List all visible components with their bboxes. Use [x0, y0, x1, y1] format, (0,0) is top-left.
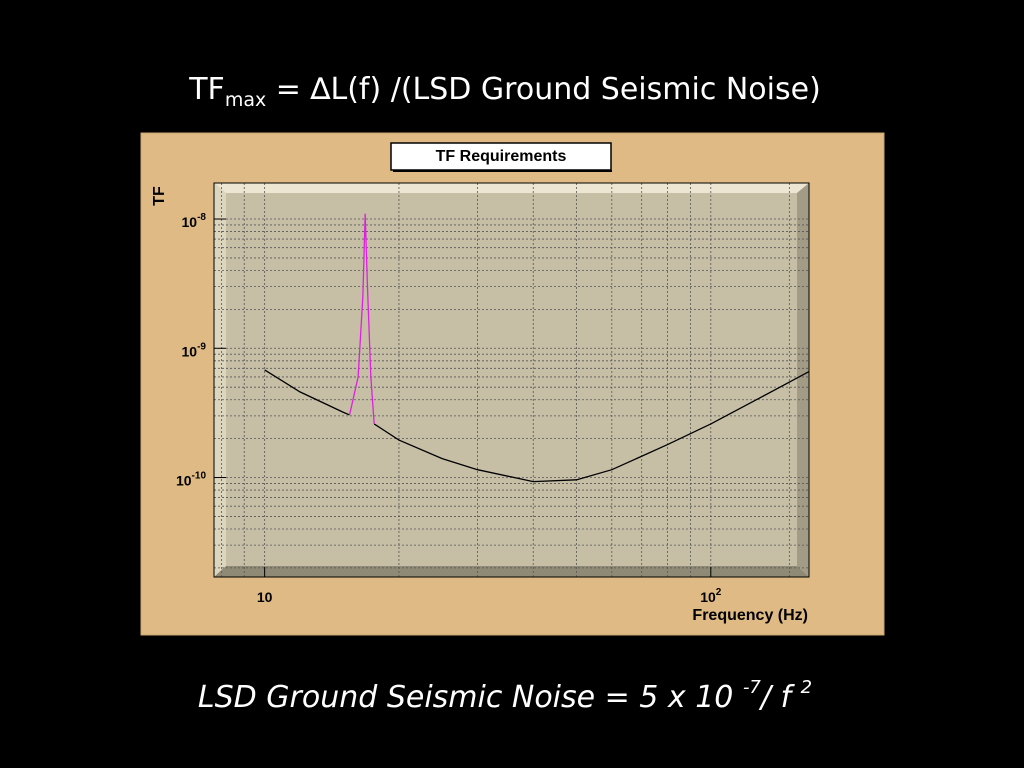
- chart-title: TF Requirements: [436, 148, 567, 165]
- heading: TFmax = ∆L(f) /(LSD Ground Seismic Noise…: [188, 72, 821, 111]
- tick-label-base: 10: [700, 589, 716, 605]
- bevel-left: [214, 183, 226, 577]
- tick-label: 10-8: [182, 212, 207, 230]
- tick-label: 10: [257, 589, 273, 605]
- footer-exponent: -7: [743, 677, 761, 698]
- heading-base: TF: [188, 72, 225, 107]
- bevel-right: [797, 183, 809, 577]
- x-axis-label: Frequency (Hz): [692, 607, 808, 624]
- plot-frame: [213, 182, 810, 578]
- tick-label-exponent: -8: [197, 212, 206, 223]
- footer-mid: / f: [758, 680, 801, 715]
- y-axis-label: TF: [151, 186, 168, 206]
- tick-label: 102: [700, 587, 722, 605]
- plot: [214, 183, 809, 577]
- footer-exponent: 2: [801, 677, 812, 698]
- series-line: [348, 213, 375, 424]
- tick-label: 10-10: [176, 470, 206, 488]
- footer-base: LSD Ground Seismic Noise = 5 x 10: [198, 680, 743, 715]
- heading-rest: = ∆L(f) /(LSD Ground Seismic Noise): [266, 72, 821, 107]
- tick-label-exponent: -9: [197, 341, 206, 352]
- tick-label-base: 10: [257, 589, 273, 605]
- bevel-bottom: [214, 566, 809, 577]
- heading-subscript: max: [225, 89, 266, 111]
- tick-label-exponent: 2: [716, 587, 722, 598]
- bevel-top: [214, 183, 809, 193]
- title-box: [390, 142, 612, 171]
- tick-label: 10-9: [182, 341, 207, 359]
- tick-label-exponent: -10: [192, 470, 207, 481]
- tick-label-base: 10: [182, 214, 198, 230]
- plot-area: [214, 183, 809, 577]
- footer: LSD Ground Seismic Noise = 5 x 10 -7/ f …: [198, 677, 812, 715]
- tick-label-base: 10: [176, 472, 192, 488]
- tick-label-base: 10: [182, 343, 198, 359]
- series-line: [264, 369, 810, 483]
